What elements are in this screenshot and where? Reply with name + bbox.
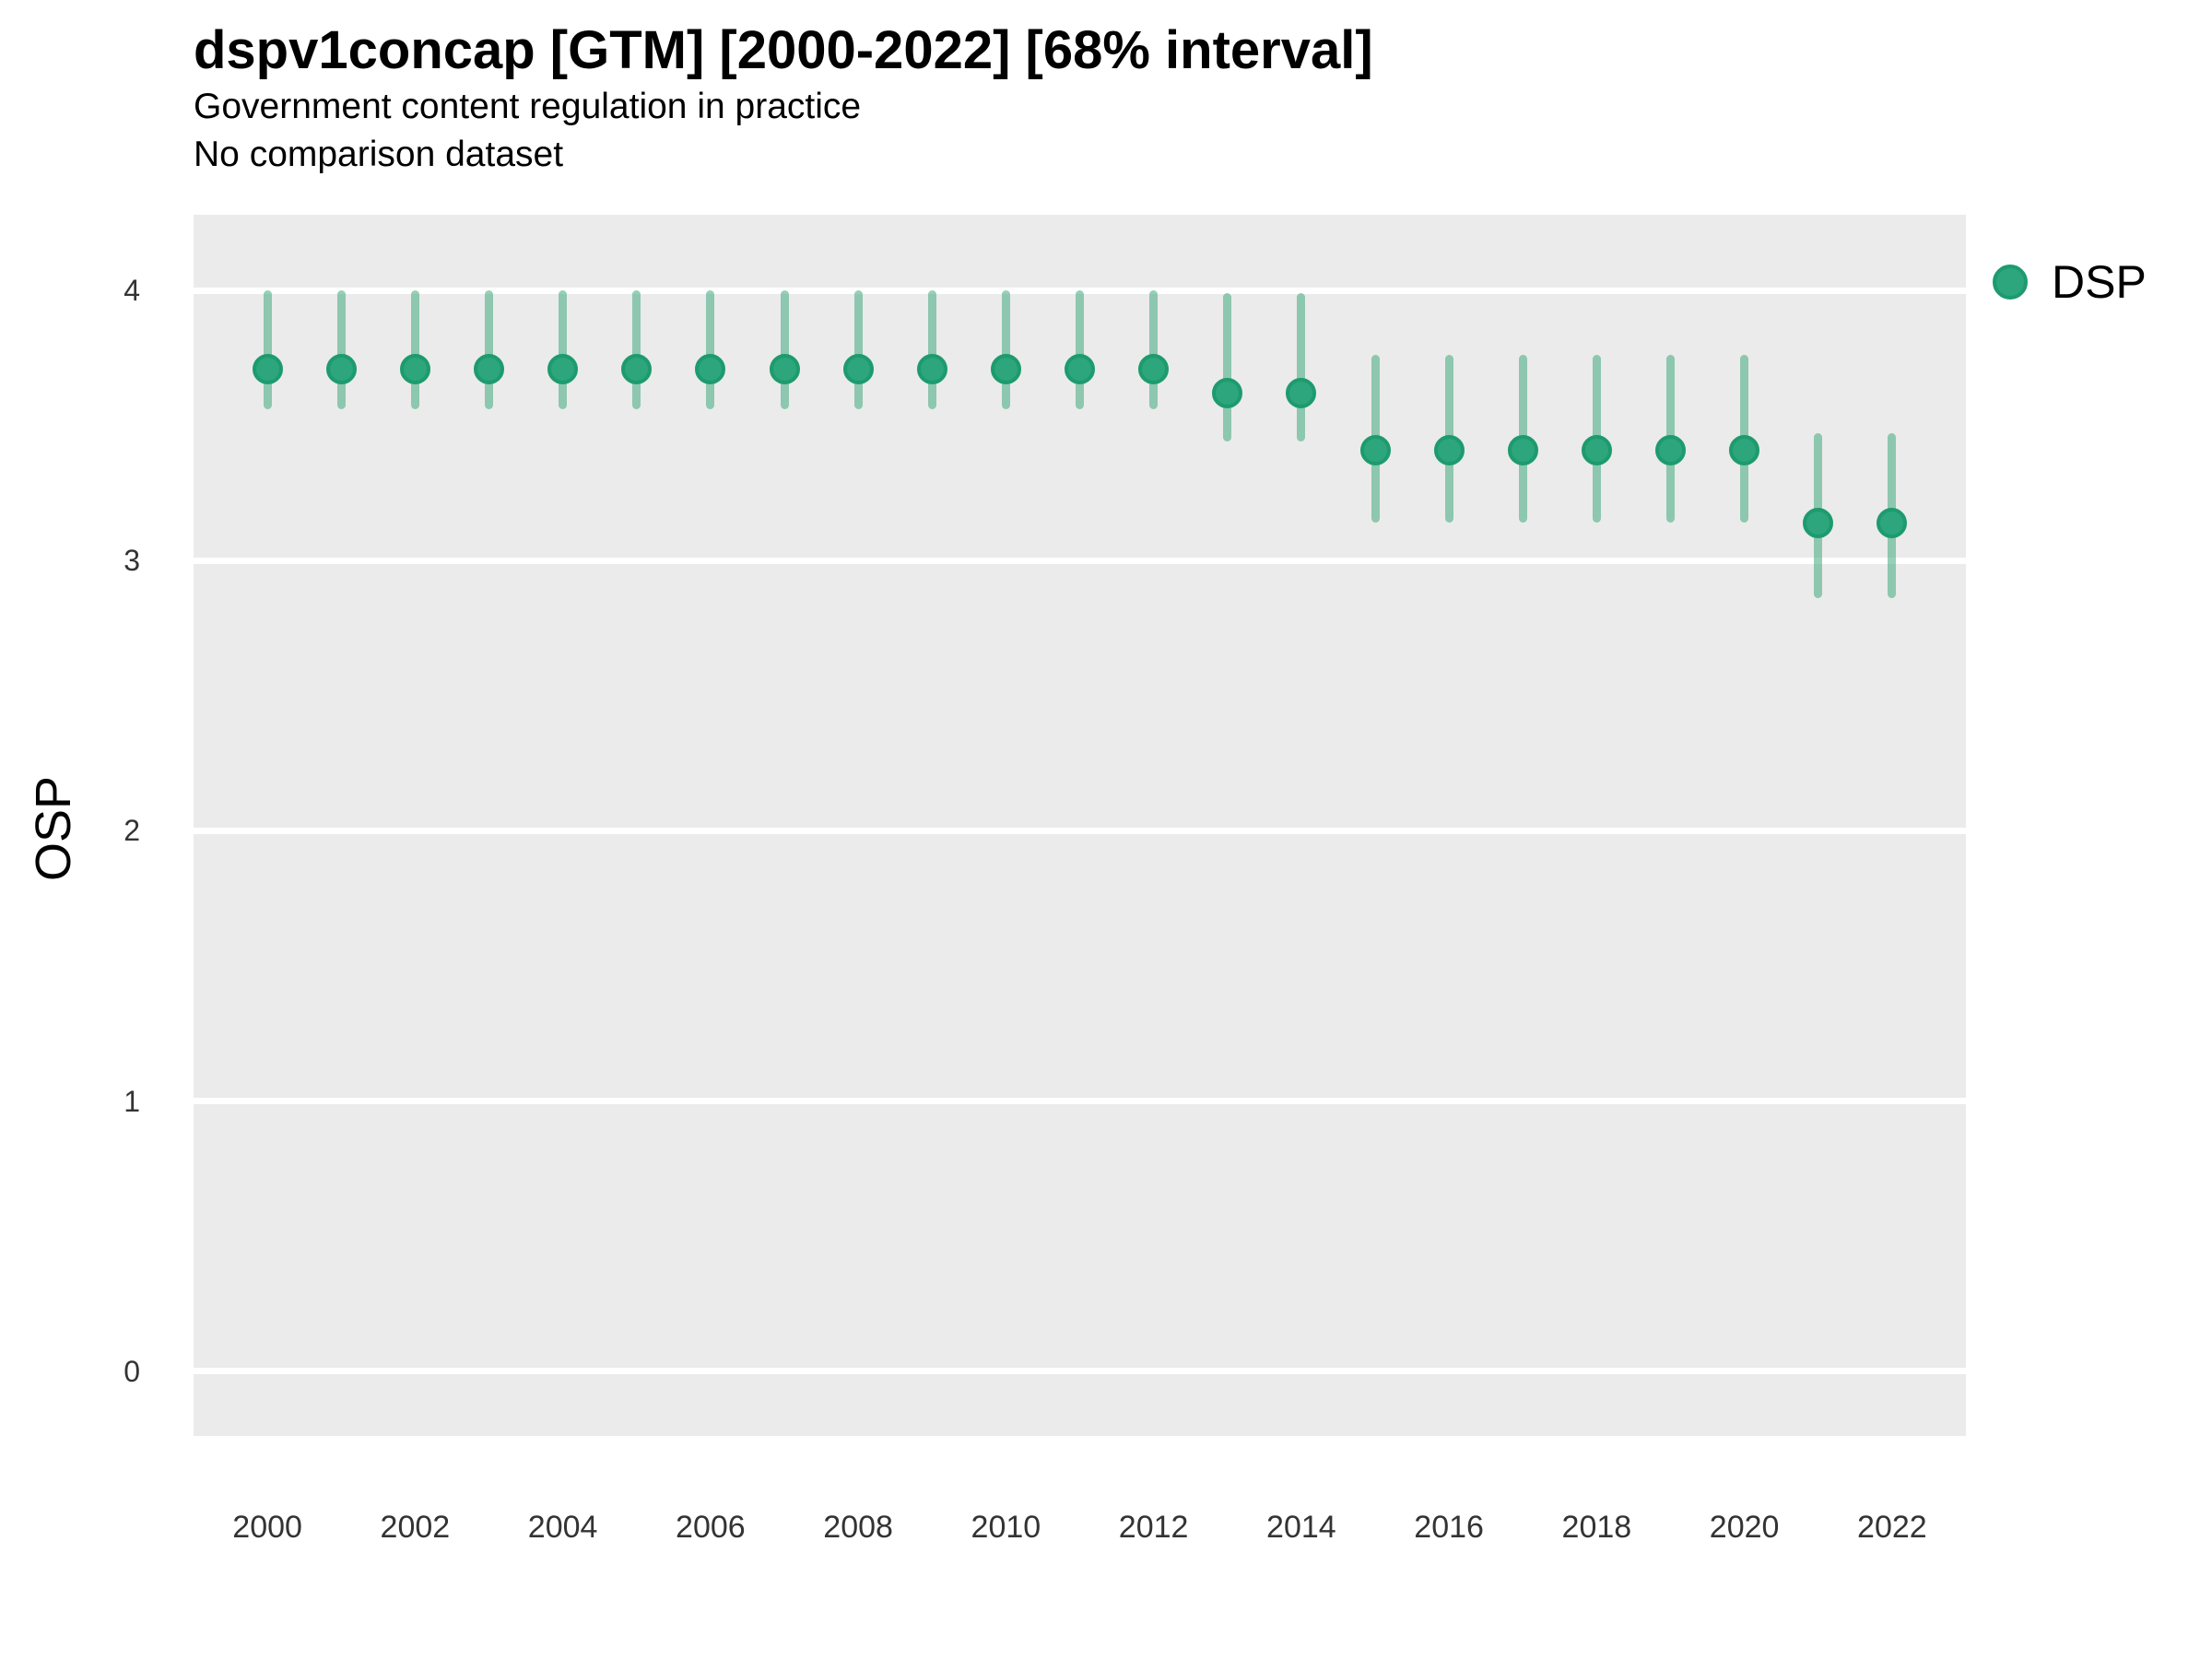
legend-dsp-dot-icon xyxy=(1993,265,2028,300)
interval-bar-dsp-2011 xyxy=(1076,290,1084,410)
data-point-dsp-2010 xyxy=(990,353,1021,384)
data-point-dsp-2016 xyxy=(1433,434,1465,465)
interval-bar-dsp-2008 xyxy=(853,290,863,410)
data-point-dsp-2011 xyxy=(1065,353,1095,384)
y-tick-label-3: 3 xyxy=(124,544,140,578)
interval-bar-dsp-2007 xyxy=(780,290,789,410)
data-point-dsp-2007 xyxy=(769,353,800,384)
interval-bar-dsp-2005 xyxy=(632,290,641,410)
data-point-dsp-2012 xyxy=(1138,353,1170,384)
interval-bar-dsp-2002 xyxy=(410,290,419,410)
data-point-dsp-2021 xyxy=(1803,507,1834,538)
data-point-dsp-2020 xyxy=(1729,434,1760,465)
gridline-y-0 xyxy=(194,1368,1966,1375)
x-tick-label-2008: 2008 xyxy=(823,1510,893,1545)
plot-panel xyxy=(194,215,1966,1436)
x-tick-label-2012: 2012 xyxy=(1118,1510,1189,1545)
data-point-dsp-2022 xyxy=(1877,507,1908,538)
gridline-y-2 xyxy=(194,827,1966,834)
data-point-dsp-2003 xyxy=(474,353,504,384)
data-point-dsp-2008 xyxy=(842,353,874,384)
legend-dsp-label: DSP xyxy=(2052,256,2147,308)
interval-bar-dsp-2010 xyxy=(1001,290,1010,410)
chart-header: dspv1concap [GTM] [2000-2022] [68% inter… xyxy=(194,18,1373,179)
x-tick-label-2004: 2004 xyxy=(527,1510,598,1545)
interval-bar-dsp-2012 xyxy=(1149,290,1159,410)
data-point-dsp-2001 xyxy=(325,353,357,384)
chart-title: dspv1concap [GTM] [2000-2022] [68% inter… xyxy=(194,20,1373,80)
y-tick-label-4: 4 xyxy=(124,274,140,308)
gridline-y-1 xyxy=(194,1098,1966,1104)
interval-bar-dsp-2009 xyxy=(927,290,936,410)
chart-subtitle: Government content regulation in practic… xyxy=(194,87,862,126)
interval-bar-dsp-2004 xyxy=(559,290,568,410)
x-tick-label-2022: 2022 xyxy=(1857,1510,1927,1545)
gridline-y-3 xyxy=(194,557,1966,564)
y-tick-label-2: 2 xyxy=(124,814,140,848)
interval-bar-dsp-2000 xyxy=(263,290,272,410)
data-point-dsp-2015 xyxy=(1359,434,1391,465)
interval-bar-dsp-2006 xyxy=(706,290,715,410)
data-point-dsp-2014 xyxy=(1286,377,1317,408)
x-tick-label-2020: 2020 xyxy=(1709,1510,1780,1545)
x-tick-label-2014: 2014 xyxy=(1266,1510,1336,1545)
x-tick-label-2010: 2010 xyxy=(971,1510,1041,1545)
interval-bar-dsp-2003 xyxy=(485,290,493,410)
x-tick-label-2006: 2006 xyxy=(676,1510,746,1545)
comparison-note: No comparison dataset xyxy=(194,135,564,174)
data-point-dsp-2013 xyxy=(1212,377,1243,408)
x-tick-label-2016: 2016 xyxy=(1414,1510,1484,1545)
x-tick-label-2000: 2000 xyxy=(232,1510,302,1545)
data-point-dsp-2004 xyxy=(547,353,579,384)
data-point-dsp-2017 xyxy=(1507,434,1538,465)
interval-bar-dsp-2014 xyxy=(1297,293,1306,442)
data-point-dsp-2006 xyxy=(695,353,726,384)
data-point-dsp-2018 xyxy=(1581,434,1612,465)
data-point-dsp-2009 xyxy=(916,353,947,384)
data-point-dsp-2000 xyxy=(252,353,283,384)
interval-bar-dsp-2001 xyxy=(336,290,346,410)
x-tick-label-2002: 2002 xyxy=(380,1510,451,1545)
x-tick-label-2018: 2018 xyxy=(1561,1510,1632,1545)
legend: DSP xyxy=(1993,255,2147,309)
interval-bar-dsp-2013 xyxy=(1223,293,1232,442)
data-point-dsp-2019 xyxy=(1655,434,1686,465)
data-point-dsp-2005 xyxy=(621,353,653,384)
y-tick-label-0: 0 xyxy=(124,1354,140,1388)
data-point-dsp-2002 xyxy=(399,353,430,384)
y-tick-label-1: 1 xyxy=(124,1084,140,1118)
